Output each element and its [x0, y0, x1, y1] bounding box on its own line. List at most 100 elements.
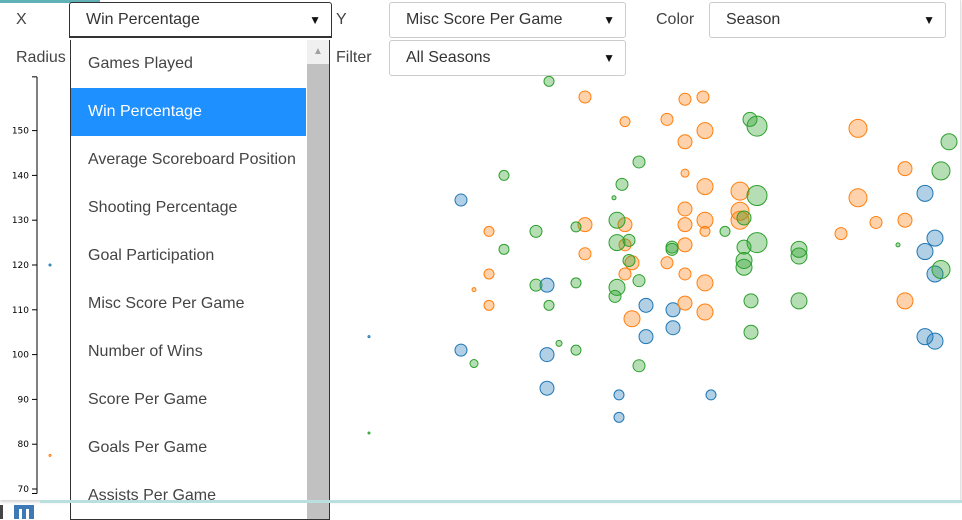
scatter-point-orange[interactable] [577, 217, 593, 233]
scatter-point-blue[interactable] [539, 277, 555, 293]
scatter-point-green[interactable] [790, 247, 808, 265]
scatter-point-green[interactable] [665, 242, 679, 256]
color-select[interactable]: Season ▼ [709, 2, 946, 38]
scatter-point-orange[interactable] [696, 211, 714, 229]
scatter-point-orange[interactable] [677, 217, 693, 233]
scatter-point-green[interactable] [632, 359, 646, 373]
option-number-of-wins[interactable]: Number of Wins [88, 343, 203, 360]
option-shooting-percentage[interactable]: Shooting Percentage [88, 199, 238, 216]
x-dropdown-list[interactable]: Games Played Win Percentage Average Scor… [70, 40, 330, 520]
scatter-point-green[interactable] [570, 344, 582, 356]
scatter-point-orange[interactable] [660, 112, 674, 126]
scatter-point-green[interactable] [746, 185, 768, 207]
filter-select[interactable]: All Seasons ▼ [389, 40, 626, 76]
scatter-point-blue[interactable] [454, 343, 468, 357]
option-average-scoreboard-position[interactable]: Average Scoreboard Position [88, 151, 296, 168]
option-games-played[interactable]: Games Played [88, 55, 193, 72]
scatter-point-green[interactable] [608, 278, 626, 296]
scatter-point-green[interactable] [931, 259, 951, 279]
scatter-point-blue[interactable] [916, 184, 934, 202]
scatter-point-orange[interactable] [678, 267, 692, 281]
scatter-point-orange[interactable] [483, 225, 495, 237]
scatter-point-orange[interactable] [677, 237, 693, 253]
scatter-point-blue[interactable] [638, 297, 654, 313]
scatter-point-orange[interactable] [677, 134, 693, 150]
scatter-point-green[interactable] [746, 115, 768, 137]
option-score-per-game[interactable]: Score Per Game [88, 391, 208, 408]
scatter-point-green[interactable] [570, 221, 582, 233]
scrollbar-thumb[interactable] [307, 64, 329, 519]
scatter-point-orange[interactable] [483, 299, 495, 311]
scatter-point-green[interactable] [735, 252, 753, 270]
scatter-point-orange[interactable] [897, 212, 913, 228]
app-icon[interactable] [14, 505, 34, 519]
scatter-point-green[interactable] [498, 243, 510, 255]
scatter-point-orange[interactable] [848, 188, 868, 208]
option-misc-score-per-game[interactable]: Misc Score Per Game [88, 295, 245, 312]
scatter-point-blue[interactable] [916, 243, 934, 261]
scatter-point-green[interactable] [555, 339, 563, 347]
scatter-point-blue[interactable] [665, 302, 681, 318]
scatter-point-blue[interactable] [705, 389, 717, 401]
scatter-point-orange[interactable] [730, 181, 750, 201]
scatter-point-orange[interactable] [623, 310, 641, 328]
scatter-point-orange[interactable] [619, 116, 631, 128]
scatter-point-green[interactable] [543, 75, 555, 87]
scatter-point-orange[interactable] [471, 287, 477, 293]
scatter-point-green[interactable] [735, 258, 753, 276]
scatter-point-green[interactable] [543, 299, 555, 311]
scatter-point-green[interactable] [632, 274, 646, 288]
scatter-point-green[interactable] [931, 161, 951, 181]
scatter-point-green[interactable] [498, 169, 510, 181]
scatter-point-orange[interactable] [896, 292, 914, 310]
scatter-point-orange[interactable] [696, 274, 714, 292]
scatter-point-orange[interactable] [578, 90, 592, 104]
scatter-point-blue[interactable] [539, 380, 555, 396]
scatter-point-green[interactable] [940, 133, 958, 151]
scatter-point-orange[interactable] [869, 215, 883, 229]
scatter-point-orange[interactable] [483, 268, 495, 280]
scatter-point-blue[interactable] [926, 229, 944, 247]
scatter-point-blue[interactable] [48, 263, 52, 267]
scatter-point-green[interactable] [529, 224, 543, 238]
scatter-point-blue[interactable] [613, 411, 625, 423]
scatter-point-orange[interactable] [677, 201, 693, 217]
scatter-point-green[interactable] [895, 242, 901, 248]
scatter-point-green[interactable] [746, 232, 768, 254]
scatter-point-orange[interactable] [660, 256, 674, 270]
scatter-point-orange[interactable] [618, 267, 632, 281]
scatter-point-orange[interactable] [680, 168, 690, 178]
scatter-point-orange[interactable] [834, 227, 848, 241]
option-win-percentage[interactable]: Win Percentage [71, 88, 306, 136]
scatter-point-blue[interactable] [367, 335, 371, 339]
scatter-point-blue[interactable] [926, 332, 944, 350]
scatter-point-orange[interactable] [696, 90, 710, 104]
option-goal-participation[interactable]: Goal Participation [88, 247, 215, 264]
scatter-point-orange[interactable] [677, 295, 693, 311]
scatter-point-orange[interactable] [848, 118, 868, 138]
option-assists-per-game[interactable]: Assists Per Game [88, 487, 217, 504]
scatter-point-green[interactable] [615, 177, 629, 191]
scatter-point-orange[interactable] [578, 247, 592, 261]
scatter-point-blue[interactable] [613, 389, 625, 401]
scatter-point-orange[interactable] [696, 303, 714, 321]
scatter-point-green[interactable] [608, 289, 622, 303]
scatter-point-green[interactable] [719, 225, 731, 237]
scatter-point-orange[interactable] [897, 161, 913, 177]
scatter-point-blue[interactable] [454, 193, 468, 207]
x-select[interactable]: Win Percentage ▼ [69, 2, 332, 38]
y-select[interactable]: Misc Score Per Game ▼ [389, 2, 626, 38]
scatter-point-blue[interactable] [665, 320, 681, 336]
scatter-point-green[interactable] [790, 240, 808, 258]
scatter-point-green[interactable] [743, 293, 759, 309]
option-goals-per-game[interactable]: Goals Per Game [88, 439, 208, 456]
scatter-point-blue[interactable] [638, 329, 654, 345]
scatter-point-green[interactable] [632, 155, 646, 169]
scatter-point-green[interactable] [608, 234, 626, 252]
scatter-point-green[interactable] [570, 277, 582, 289]
scatter-point-green[interactable] [743, 324, 759, 340]
scatter-point-blue[interactable] [539, 347, 555, 363]
scatter-point-green[interactable] [367, 431, 371, 435]
scatter-point-orange[interactable] [48, 453, 52, 457]
scatter-point-green[interactable] [611, 195, 617, 201]
